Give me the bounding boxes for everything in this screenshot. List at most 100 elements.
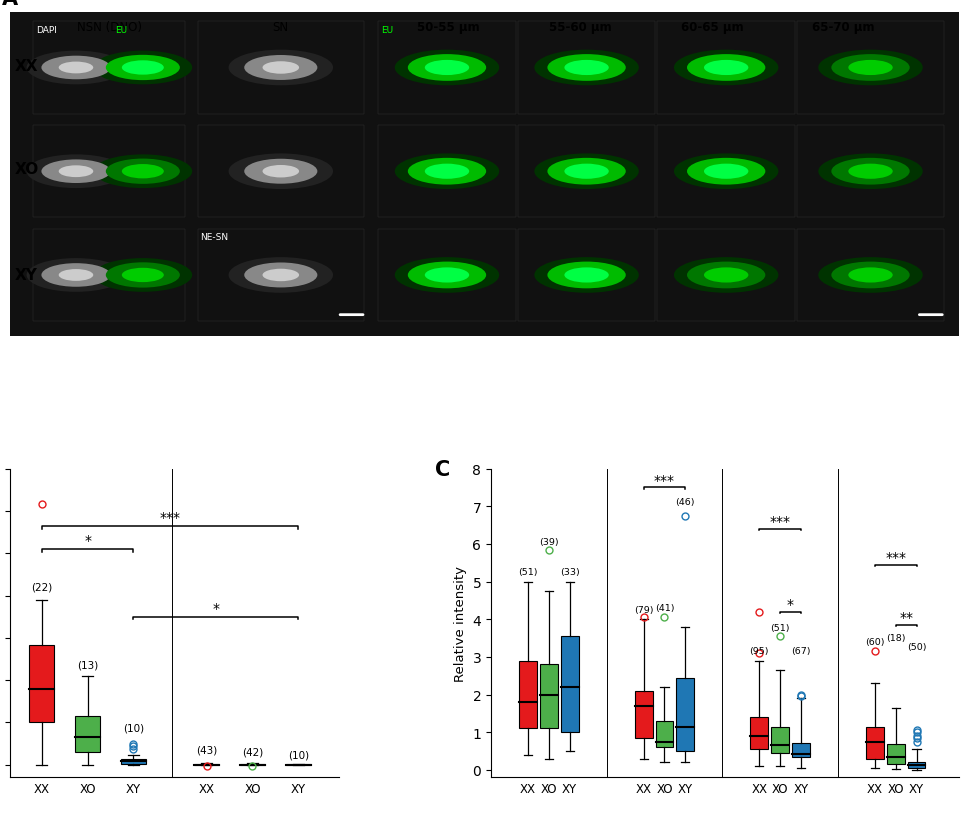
Bar — [194, 764, 219, 765]
Ellipse shape — [26, 155, 125, 189]
Text: (22): (22) — [31, 582, 52, 592]
Bar — [771, 726, 789, 753]
Text: XY: XY — [15, 268, 38, 283]
Ellipse shape — [408, 55, 486, 82]
Bar — [121, 759, 146, 764]
Ellipse shape — [687, 159, 766, 186]
Ellipse shape — [408, 263, 486, 289]
Ellipse shape — [263, 269, 299, 282]
Ellipse shape — [704, 165, 748, 180]
Ellipse shape — [122, 268, 164, 283]
Y-axis label: Relative intensity: Relative intensity — [453, 565, 467, 681]
Text: *: * — [212, 601, 219, 615]
Text: DAPI: DAPI — [36, 25, 57, 34]
Bar — [657, 23, 795, 115]
Text: (67): (67) — [791, 646, 811, 655]
Ellipse shape — [26, 259, 125, 293]
Ellipse shape — [848, 165, 892, 180]
Ellipse shape — [263, 62, 299, 74]
Text: XX: XX — [15, 59, 38, 74]
Ellipse shape — [59, 270, 93, 282]
Ellipse shape — [564, 61, 609, 76]
Ellipse shape — [547, 55, 626, 82]
Ellipse shape — [394, 257, 499, 293]
Ellipse shape — [394, 154, 499, 190]
Ellipse shape — [818, 257, 922, 293]
Text: (43): (43) — [196, 745, 217, 755]
Text: 50-55 μm: 50-55 μm — [417, 21, 480, 33]
Ellipse shape — [122, 165, 164, 179]
Ellipse shape — [93, 52, 192, 85]
Bar — [655, 721, 673, 747]
Ellipse shape — [229, 154, 333, 190]
Ellipse shape — [687, 263, 766, 289]
Bar — [657, 126, 795, 218]
Ellipse shape — [547, 159, 626, 186]
Bar — [517, 126, 655, 218]
Text: (10): (10) — [288, 750, 309, 760]
Bar — [378, 23, 516, 115]
Ellipse shape — [42, 57, 110, 80]
Text: (10): (10) — [123, 722, 144, 732]
Ellipse shape — [93, 259, 192, 293]
Ellipse shape — [42, 161, 110, 184]
Ellipse shape — [674, 257, 778, 293]
Ellipse shape — [818, 154, 922, 190]
Text: XO: XO — [15, 162, 39, 177]
Ellipse shape — [424, 165, 469, 180]
Bar — [561, 636, 578, 732]
Ellipse shape — [704, 61, 748, 76]
Ellipse shape — [674, 154, 778, 190]
Text: (50): (50) — [907, 643, 926, 651]
Bar — [240, 764, 265, 765]
Bar — [866, 726, 884, 759]
Text: (39): (39) — [539, 538, 559, 546]
Bar — [635, 691, 653, 738]
Ellipse shape — [564, 268, 609, 283]
Ellipse shape — [848, 61, 892, 76]
Ellipse shape — [106, 56, 180, 81]
Text: C: C — [435, 460, 451, 480]
Text: 55-60 μm: 55-60 μm — [549, 21, 611, 33]
Ellipse shape — [42, 264, 110, 288]
Bar — [676, 678, 694, 752]
Ellipse shape — [674, 51, 778, 86]
Text: (79): (79) — [634, 605, 653, 614]
Ellipse shape — [848, 268, 892, 283]
Text: NE-SN: NE-SN — [201, 232, 229, 242]
Bar — [198, 23, 364, 115]
Ellipse shape — [122, 61, 164, 75]
Ellipse shape — [394, 51, 499, 86]
Text: (13): (13) — [77, 660, 98, 670]
Ellipse shape — [564, 165, 609, 180]
Text: (51): (51) — [770, 624, 790, 633]
Bar — [519, 661, 537, 729]
Text: (51): (51) — [518, 568, 538, 576]
Text: ***: *** — [654, 473, 675, 487]
Bar — [908, 762, 925, 768]
Ellipse shape — [831, 263, 910, 289]
Text: 60-65 μm: 60-65 μm — [681, 21, 744, 33]
Bar — [797, 126, 944, 218]
Ellipse shape — [534, 257, 639, 293]
Text: SN: SN — [272, 21, 289, 33]
Ellipse shape — [26, 52, 125, 85]
Bar — [33, 23, 185, 115]
Bar — [517, 230, 655, 322]
Ellipse shape — [59, 166, 93, 178]
Bar — [378, 126, 516, 218]
Text: ***: *** — [886, 550, 906, 564]
Ellipse shape — [244, 263, 318, 288]
Text: EU: EU — [381, 25, 393, 34]
Bar — [792, 743, 810, 757]
Ellipse shape — [59, 63, 93, 74]
Ellipse shape — [831, 55, 910, 82]
Text: (42): (42) — [242, 747, 263, 757]
Bar — [750, 717, 768, 749]
Text: (41): (41) — [655, 603, 674, 612]
Ellipse shape — [106, 263, 180, 288]
Bar — [198, 126, 364, 218]
Bar — [887, 744, 905, 764]
Ellipse shape — [547, 263, 626, 289]
Text: NSN (DNO): NSN (DNO) — [77, 21, 141, 33]
